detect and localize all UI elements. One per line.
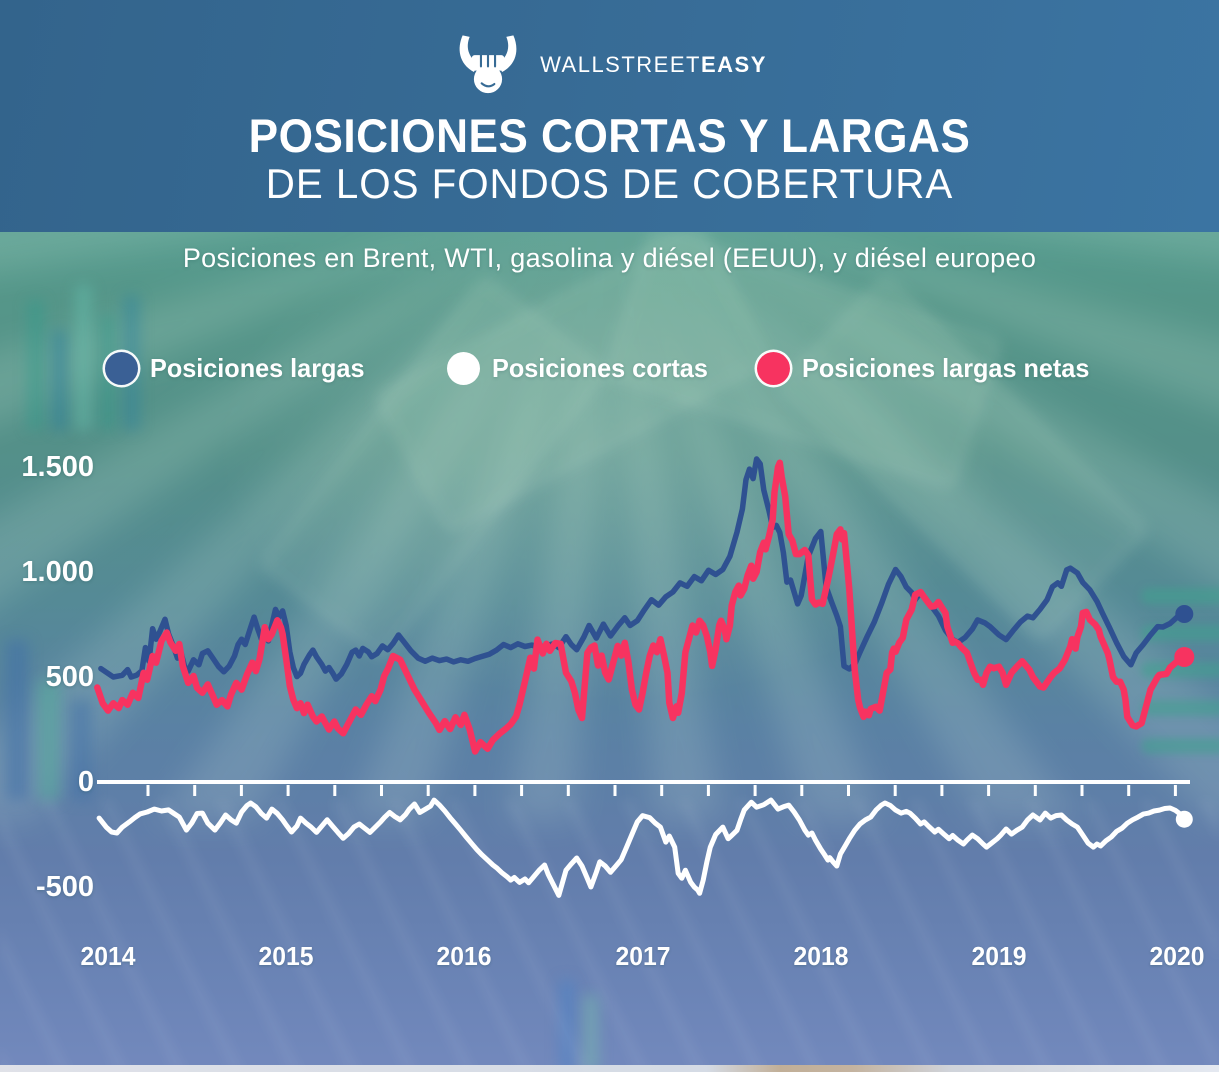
stripe-decoration <box>1141 738 1219 754</box>
legend-item-posiciones-largas: Posiciones largas <box>105 349 371 387</box>
streak-decoration <box>0 800 1219 1072</box>
x-axis-label: 2018 <box>793 941 849 971</box>
y-axis-label: 1.000 <box>21 556 94 588</box>
series-end-dot-largas <box>1175 605 1194 623</box>
x-axis-label: 2015 <box>258 941 314 971</box>
series-line-cortas <box>96 797 1187 898</box>
bar-decoration <box>28 300 43 430</box>
legend-dot-posiciones-largas-netas-icon <box>757 351 790 385</box>
bar-decoration <box>584 995 598 1072</box>
bar-decoration <box>70 700 92 800</box>
y-axis-label: 500 <box>45 661 94 693</box>
header-band: WALLSTREETEASY POSICIONES CORTAS Y LARGA… <box>0 0 1219 232</box>
page-title-line1: POSICIONES CORTAS Y LARGAS <box>248 109 971 162</box>
brand-name-bold: EASY <box>700 52 767 77</box>
x-axis-label: 2019 <box>971 941 1027 971</box>
stripe-decoration <box>1141 700 1219 716</box>
series-line-largas <box>98 456 1188 682</box>
x-axis-label: 2017 <box>615 941 671 971</box>
legend-item-posiciones-largas-netas: Posiciones largas netas <box>757 349 1098 387</box>
bull-logo-icon <box>459 35 517 94</box>
bar-decoration <box>76 285 91 430</box>
legend-dot-posiciones-largas-icon <box>105 351 138 385</box>
x-axis-label: 2014 <box>80 941 136 971</box>
legend-label: Posiciones largas <box>150 352 365 383</box>
y-axis-label: 0 <box>77 766 94 798</box>
bar-decoration <box>560 980 574 1072</box>
legend-label: Posiciones largas netas <box>802 352 1090 383</box>
brand-name-regular: WALLSTREET <box>540 52 701 77</box>
x-axis-label: 2016 <box>436 941 492 971</box>
bar-decoration <box>52 330 67 430</box>
legend-item-posiciones-cortas: Posiciones cortas <box>447 349 715 387</box>
money-fan-decoration <box>0 200 1219 820</box>
page-title-line2: DE LOS FONDOS DE COBERTURA <box>265 160 954 207</box>
bar-decoration <box>6 640 28 800</box>
y-axis-label: 1.500 <box>21 451 94 483</box>
legend-label: Posiciones cortas <box>492 352 708 383</box>
bar-decoration <box>38 680 60 800</box>
brand-name: WALLSTREETEASY <box>540 52 767 78</box>
series-line-netas <box>94 459 1188 755</box>
chart-legend: Posiciones largas Posiciones cortas Posici… <box>0 349 1219 389</box>
chart-subtitle: Posiciones en Brent, WTI, gasolina y dié… <box>182 243 1037 273</box>
brand-logo: WALLSTREETEASY <box>0 34 1219 96</box>
series-end-dot-cortas <box>1175 810 1193 828</box>
legend-dot-posiciones-cortas-icon <box>447 351 480 385</box>
stripe-decoration <box>1141 588 1219 604</box>
series-end-dot-netas <box>1174 647 1195 667</box>
x-axis-label: 2020 <box>1149 941 1205 971</box>
y-axis-label: -500 <box>35 871 94 903</box>
photo-edge-strip <box>0 1065 1219 1072</box>
